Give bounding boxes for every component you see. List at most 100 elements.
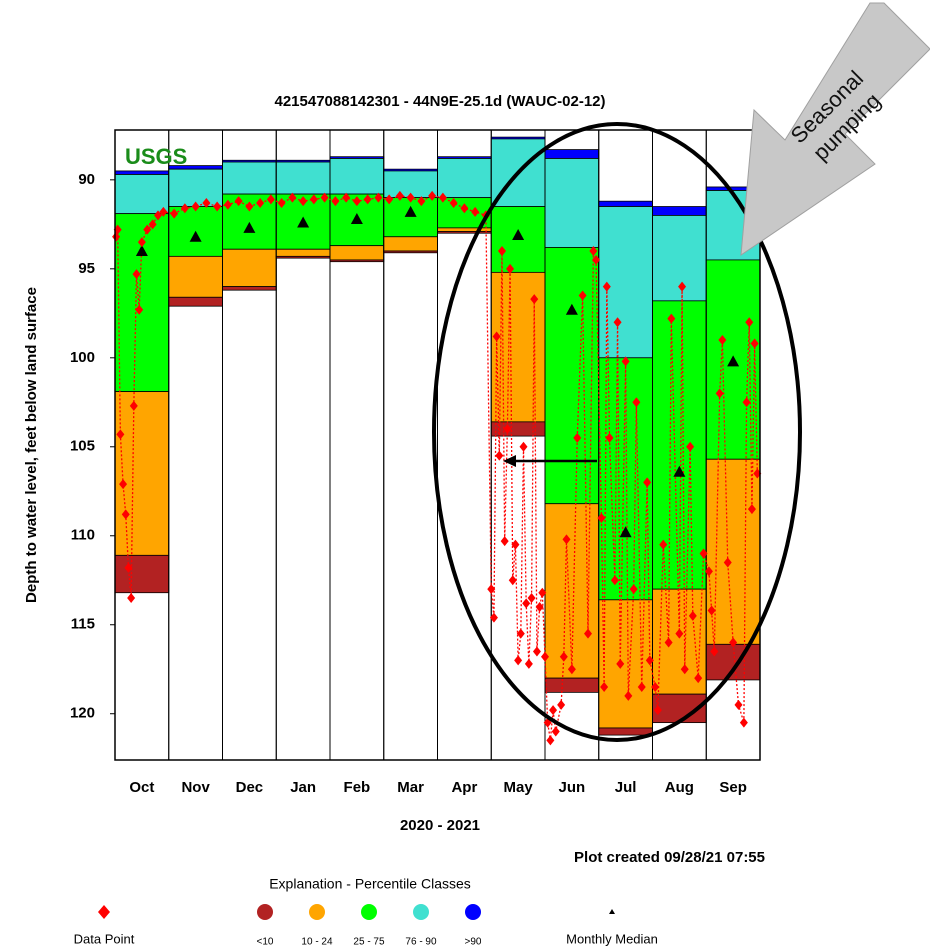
x-tick-label: Apr xyxy=(451,779,477,796)
x-tick-label: Dec xyxy=(236,779,264,796)
data-point xyxy=(667,313,676,324)
plot-frame xyxy=(114,129,761,761)
data-point xyxy=(428,190,437,201)
median-marker xyxy=(243,221,256,233)
percentile-band xyxy=(222,248,277,288)
data-point xyxy=(613,317,622,328)
data-point xyxy=(678,281,687,292)
x-tick-label: May xyxy=(504,779,534,796)
data-point xyxy=(277,197,286,208)
data-point xyxy=(471,206,480,217)
data-point xyxy=(734,699,743,710)
data-point xyxy=(562,534,571,545)
legend-label: Data Point xyxy=(74,931,135,946)
data-point xyxy=(385,194,394,205)
data-point xyxy=(624,690,633,701)
data-point xyxy=(487,584,496,595)
percentile-band xyxy=(383,197,438,238)
legend-marker xyxy=(609,909,615,914)
data-point xyxy=(750,338,759,349)
y-tick-label: 90 xyxy=(78,171,95,188)
percentile-band xyxy=(598,200,653,207)
y-axis-label: Depth to water level, feet below land su… xyxy=(23,287,40,603)
data-point xyxy=(159,206,168,217)
seasonal-arrow xyxy=(740,2,930,257)
percentile-band xyxy=(598,727,653,736)
chart-title: 421547088142301 - 44N9E-25.1d (WAUC-02-1… xyxy=(274,93,605,110)
legend: Data Point <10 10 - 24 25 - 75 76 - 90 >90 Mon… xyxy=(74,904,658,948)
data-point xyxy=(535,601,544,612)
plot-area: Oct Nov Dec Jan Feb Mar Apr May Jun Jul Aug Sep USGS… xyxy=(70,129,762,796)
data-point xyxy=(320,192,329,203)
data-point xyxy=(715,388,724,399)
data-point xyxy=(538,587,547,598)
data-point xyxy=(597,512,606,523)
data-point xyxy=(374,192,383,203)
data-point xyxy=(573,432,582,443)
data-point xyxy=(704,566,713,577)
data-point xyxy=(584,628,592,639)
percentile-band xyxy=(544,149,600,159)
data-point xyxy=(124,562,133,573)
data-point xyxy=(495,450,504,461)
data-point xyxy=(514,655,523,666)
data-point xyxy=(500,536,509,547)
data-point xyxy=(119,479,128,490)
logo: USGS xyxy=(125,144,187,169)
percentile-band xyxy=(222,286,277,291)
legend-marker xyxy=(309,904,325,920)
data-point xyxy=(170,208,179,219)
data-point xyxy=(519,441,528,452)
data-point xyxy=(266,194,275,205)
legend-marker xyxy=(413,904,429,920)
data-point xyxy=(503,423,512,434)
percentile-band xyxy=(275,248,331,257)
data-point xyxy=(592,254,601,265)
percentile-band xyxy=(437,231,492,234)
data-point xyxy=(707,605,716,616)
data-point xyxy=(299,196,308,207)
data-point xyxy=(309,194,318,205)
data-point xyxy=(645,655,654,666)
data-point xyxy=(395,190,404,201)
y-tick-label: 115 xyxy=(71,616,95,633)
data-point xyxy=(148,219,157,230)
data-point xyxy=(132,269,141,280)
data-point xyxy=(256,197,265,208)
legend-marker xyxy=(361,904,377,920)
percentile-band xyxy=(114,170,170,175)
data-point xyxy=(557,699,566,710)
data-point xyxy=(664,637,673,648)
data-point xyxy=(223,199,232,210)
percentile-band xyxy=(114,391,170,556)
x-tick-label: Jul xyxy=(615,779,637,796)
median-marker xyxy=(512,229,525,240)
legend-title: Explanation - Percentile Classes xyxy=(269,876,471,892)
data-point xyxy=(643,477,652,488)
data-point xyxy=(527,593,536,604)
data-point xyxy=(629,584,638,595)
y-tick-label: 95 xyxy=(78,260,95,277)
data-point xyxy=(522,598,531,609)
percentile-band xyxy=(437,227,492,232)
data-point xyxy=(516,628,525,639)
data-point xyxy=(567,664,576,675)
data-point xyxy=(143,224,152,235)
legend-marker xyxy=(98,905,110,919)
x-tick-label: Jan xyxy=(290,779,316,796)
x-tick-label: Mar xyxy=(397,779,424,796)
data-point xyxy=(524,658,533,669)
percentile-band xyxy=(222,161,277,195)
data-point xyxy=(578,290,587,301)
data-point xyxy=(718,335,727,345)
y-tick-label: 120 xyxy=(70,705,95,722)
data-point xyxy=(245,201,254,212)
percentile-band xyxy=(168,296,223,307)
data-point xyxy=(739,717,748,728)
median-marker xyxy=(297,216,310,228)
percentile-band xyxy=(114,554,170,594)
percentile-band xyxy=(383,250,438,254)
data-point xyxy=(489,612,498,623)
data-point xyxy=(342,192,351,203)
data-point xyxy=(605,432,614,443)
